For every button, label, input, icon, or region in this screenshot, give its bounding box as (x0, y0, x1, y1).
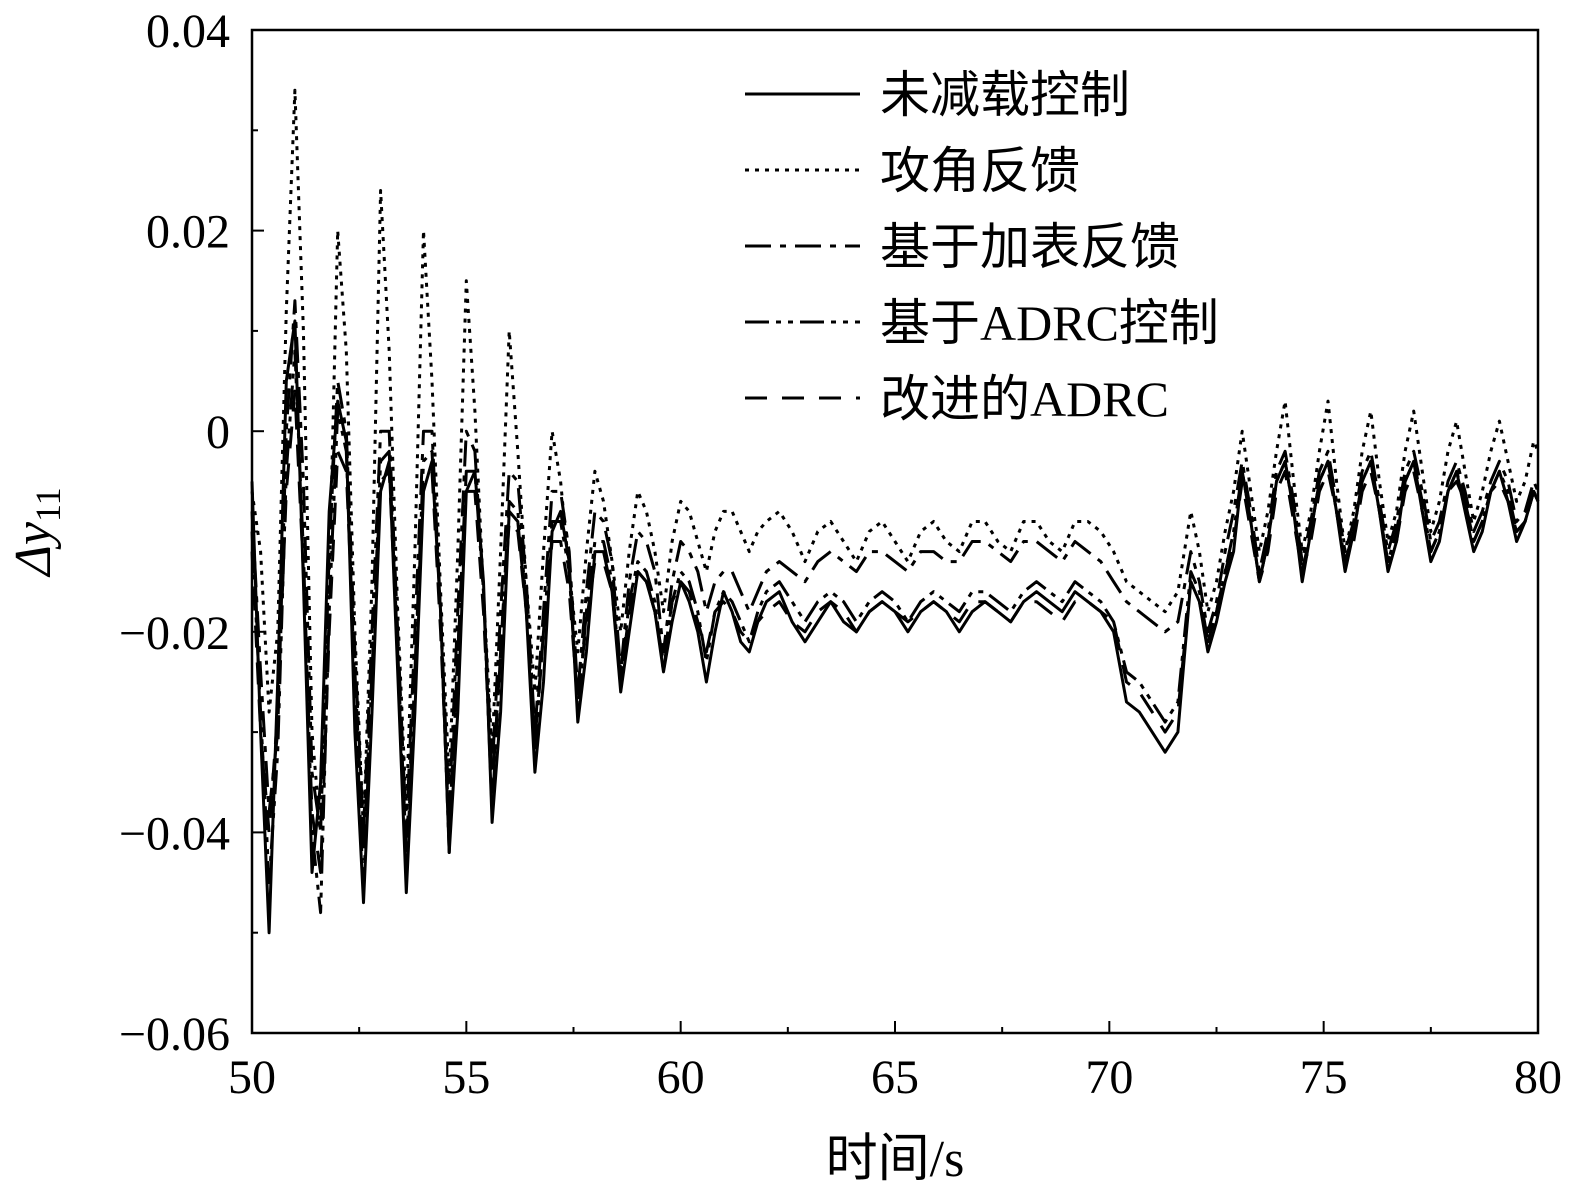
series-line-5 (250, 389, 1540, 874)
legend-label-1: 未减载控制 (880, 67, 1130, 123)
x-tick-label: 70 (1085, 1051, 1133, 1104)
axis-ticks (251, 29, 1539, 1034)
y-axis-label: Δy11 (5, 487, 68, 577)
y-tick-label: 0.02 (146, 206, 230, 259)
y-tick-label: −0.06 (119, 1008, 230, 1061)
legend-label-5: 改进的ADRC (880, 371, 1169, 427)
legend-label-2: 攻角反馈 (880, 143, 1080, 199)
y-tick-label: −0.04 (119, 807, 230, 860)
y-axis-subscript: 11 (28, 487, 68, 522)
legend-label-3: 基于加表反馈 (880, 219, 1180, 275)
y-axis-symbol: Δy (5, 521, 62, 578)
x-tick-label: 55 (442, 1051, 490, 1104)
tick-labels: 50 55 60 65 70 75 80 −0.06 −0.04 −0.02 0 0.02 0.04 (119, 5, 1562, 1104)
y-tick-label: −0.02 (119, 607, 230, 660)
x-tick-label: 50 (228, 1051, 276, 1104)
x-tick-label: 60 (657, 1051, 705, 1104)
legend-label-4: 基于ADRC控制 (880, 295, 1219, 351)
y-tick-label: 0 (206, 406, 230, 459)
x-tick-label: 80 (1514, 1051, 1562, 1104)
y-tick-label: 0.04 (146, 5, 230, 58)
x-tick-label: 75 (1300, 1051, 1348, 1104)
x-axis-label: 时间/s (826, 1131, 965, 1188)
series-lines (250, 88, 1540, 935)
series-line-2 (250, 88, 1540, 834)
x-tick-label: 65 (871, 1051, 919, 1104)
series-line-4 (250, 349, 1540, 915)
